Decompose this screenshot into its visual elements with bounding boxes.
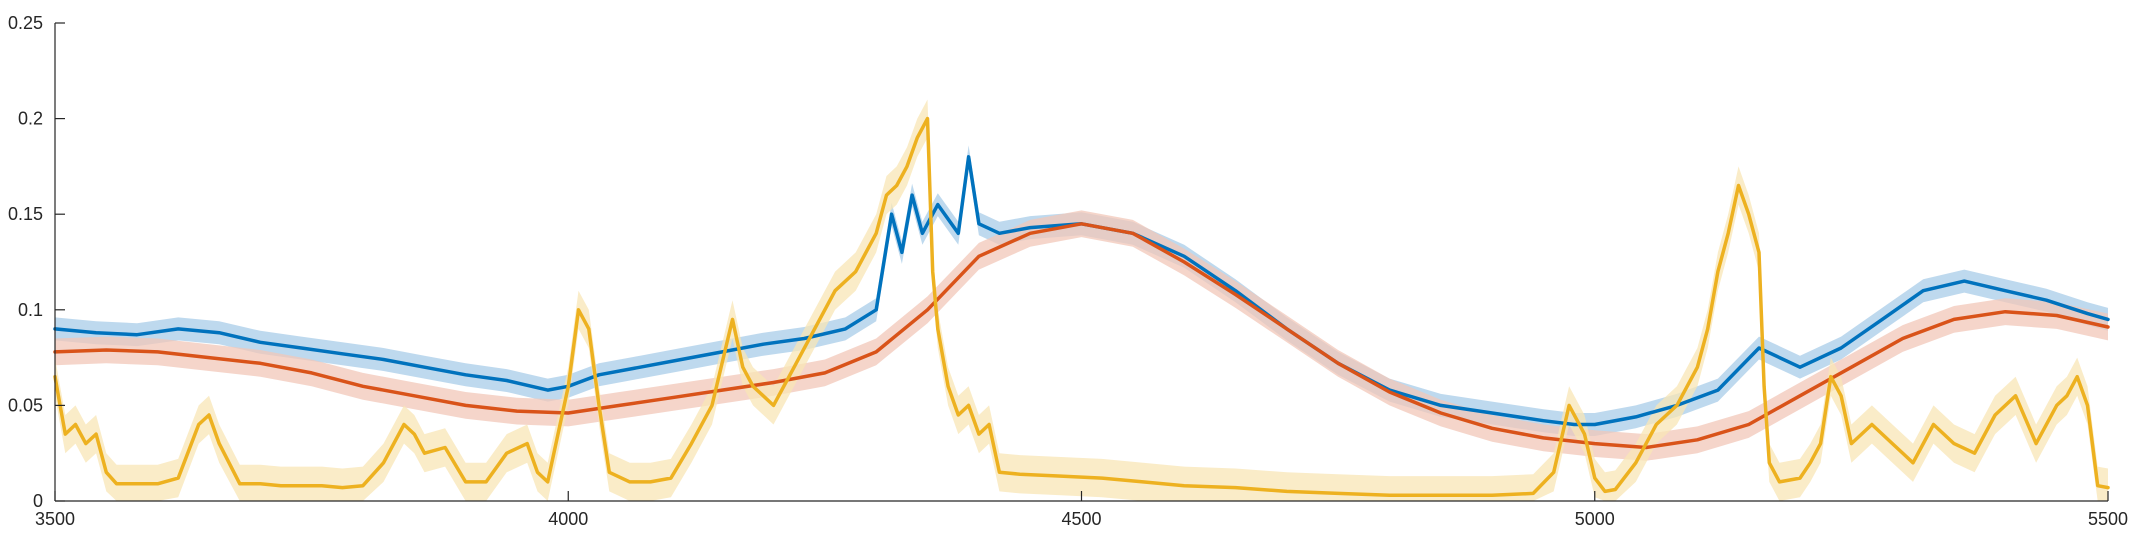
y-tick-label: 0: [33, 491, 43, 511]
y-tick-label: 0.1: [18, 300, 43, 320]
y-tick-label: 0.15: [8, 204, 43, 224]
x-tick-label: 5000: [1575, 509, 1615, 529]
x-tick-label: 5500: [2088, 509, 2128, 529]
x-ticks: 3500 4000 4500 5000 5500: [35, 491, 2128, 529]
series-3-band: [55, 99, 2108, 501]
series-2-band: [55, 210, 2108, 461]
y-tick-label: 0.25: [8, 13, 43, 33]
series-2-line: [53, 222, 2110, 450]
series-lines: [53, 116, 2110, 498]
y-tick-label: 0.2: [18, 109, 43, 129]
axes: 3500 4000 4500 5000 5500 0 0.05 0.1 0.15 0.2 0.25: [8, 13, 2128, 529]
x-tick-label: 4000: [548, 509, 588, 529]
y-ticks: 0 0.05 0.1 0.15 0.2 0.25: [8, 13, 65, 511]
x-tick-label: 4500: [1061, 509, 1101, 529]
y-tick-label: 0.05: [8, 395, 43, 415]
series-3-line: [53, 116, 2110, 498]
x-tick-label: 3500: [35, 509, 75, 529]
series-1-line: [53, 155, 2110, 427]
confidence-bands: [55, 99, 2108, 501]
